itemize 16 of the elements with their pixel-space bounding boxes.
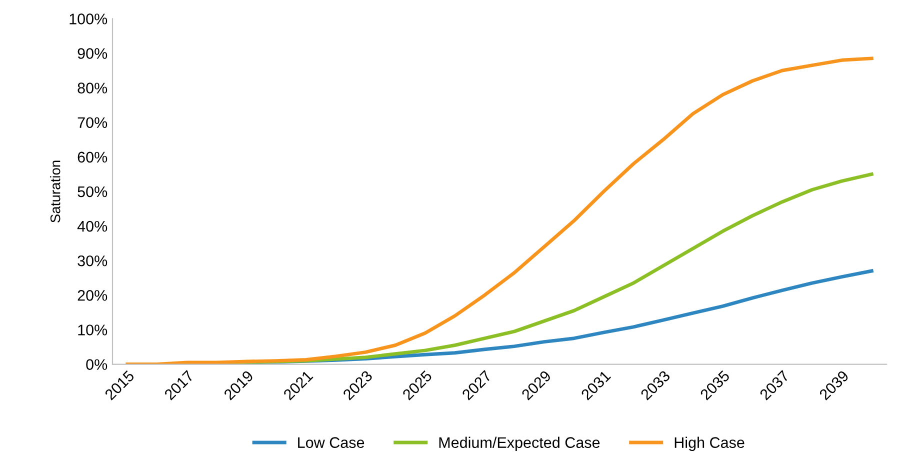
- y-axis-title: Saturation: [50, 160, 60, 222]
- y-tick-label: 60%: [78, 152, 108, 163]
- legend-label: Medium/Expected Case: [439, 436, 600, 451]
- y-tick-label: 40%: [77, 220, 108, 232]
- y-tick-label: 80%: [78, 82, 108, 94]
- y-tick-label: 20%: [78, 290, 108, 301]
- y-tick-label: 50%: [78, 186, 108, 198]
- legend-label: Low Case: [298, 437, 364, 448]
- y-tick-label: 90%: [78, 48, 108, 59]
- y-tick-label: 30%: [78, 255, 108, 266]
- y-tick-label: 100%: [70, 14, 108, 24]
- y-tick-label: 0%: [86, 359, 108, 370]
- legend-label: High Case: [674, 436, 744, 451]
- y-tick-label: 10%: [78, 324, 108, 336]
- y-tick-label: 70%: [78, 117, 108, 128]
- line-series: [126, 56, 874, 364]
